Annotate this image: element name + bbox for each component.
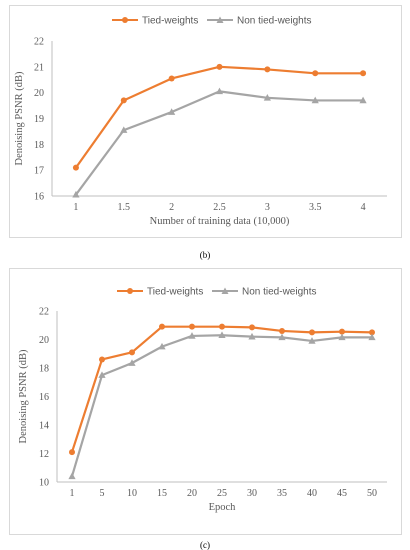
data-point-0 bbox=[309, 329, 315, 336]
series-line-0 bbox=[70, 325, 373, 453]
x-tick-label: 10 bbox=[127, 488, 137, 499]
x-tick-label: 35 bbox=[277, 488, 287, 499]
y-tick-label: 14 bbox=[39, 421, 49, 432]
y-tick-label: 16 bbox=[39, 392, 49, 403]
y-axis-title: Denoising PSNR (dB) bbox=[18, 349, 29, 443]
data-point-1 bbox=[218, 331, 226, 339]
data-point-0 bbox=[69, 449, 75, 456]
data-point-1 bbox=[311, 96, 319, 104]
x-tick-label: 25 bbox=[217, 488, 227, 499]
data-point-0 bbox=[129, 349, 135, 356]
x-tick-label: 1.5 bbox=[118, 202, 130, 213]
data-point-0 bbox=[249, 324, 255, 331]
x-tick-label: 40 bbox=[307, 488, 317, 499]
data-point-0 bbox=[99, 356, 105, 363]
x-tick-label: 3 bbox=[265, 202, 270, 213]
data-point-1 bbox=[72, 190, 80, 198]
data-point-1 bbox=[215, 87, 224, 95]
x-tick-label: 2.5 bbox=[213, 202, 226, 213]
data-point-0 bbox=[219, 323, 225, 330]
data-point-0 bbox=[360, 70, 367, 77]
x-tick-label: 1 bbox=[70, 488, 75, 499]
data-point-1 bbox=[263, 94, 271, 101]
data-point-0 bbox=[216, 63, 223, 70]
data-point-0 bbox=[120, 97, 127, 104]
data-point-1 bbox=[98, 371, 106, 378]
x-tick-label: 50 bbox=[367, 488, 377, 499]
x-tick-label: 30 bbox=[247, 488, 257, 499]
y-tick-label: 19 bbox=[34, 114, 44, 125]
legend-label-0: Tied-weights bbox=[147, 287, 203, 298]
legend-marker-1 bbox=[221, 287, 229, 294]
x-tick-label: 4 bbox=[361, 202, 366, 213]
y-tick-label: 20 bbox=[39, 335, 49, 346]
data-point-1 bbox=[68, 472, 76, 480]
data-point-1 bbox=[128, 359, 136, 366]
data-point-1 bbox=[188, 332, 196, 339]
x-tick-label: 15 bbox=[157, 488, 167, 499]
y-tick-label: 17 bbox=[34, 166, 44, 177]
data-point-1 bbox=[308, 337, 316, 344]
y-axis-title: Denoising PSNR (dB) bbox=[14, 71, 25, 165]
y-tick-label: 22 bbox=[34, 37, 44, 48]
legend-label-1: Non tied-weights bbox=[242, 287, 316, 298]
series-line-0 bbox=[75, 65, 364, 169]
chart-b-svg: Tied-weights Non tied-weights161718192021… bbox=[14, 16, 387, 227]
y-tick-label: 22 bbox=[39, 307, 49, 318]
data-point-0 bbox=[159, 323, 165, 330]
data-point-1 bbox=[278, 333, 286, 341]
y-tick-label: 12 bbox=[39, 449, 49, 460]
y-tick-label: 18 bbox=[34, 140, 44, 151]
data-point-1 bbox=[368, 333, 376, 341]
data-point-1 bbox=[248, 332, 256, 340]
data-point-0 bbox=[72, 164, 79, 171]
data-point-1 bbox=[338, 333, 346, 341]
x-tick-label: 5 bbox=[100, 488, 105, 499]
data-point-0 bbox=[279, 327, 285, 334]
data-point-1 bbox=[120, 126, 128, 133]
y-tick-label: 21 bbox=[34, 62, 44, 73]
y-tick-label: 16 bbox=[34, 192, 44, 203]
y-tick-label: 20 bbox=[34, 88, 44, 99]
legend-label-1: Non tied-weights bbox=[237, 16, 311, 27]
data-point-1 bbox=[168, 108, 176, 115]
chart-c-panel: Tied-weights Non tied-weights 10 12 14 16 18 20… bbox=[9, 268, 402, 535]
data-point-0 bbox=[312, 70, 319, 77]
data-point-0 bbox=[168, 75, 175, 82]
chart-b-panel: Tied-weights Non tied-weights 16 17 18 19 20 21… bbox=[9, 5, 402, 238]
legend-marker-0 bbox=[127, 288, 133, 294]
legend-marker-0 bbox=[122, 17, 128, 23]
legend-marker-1 bbox=[216, 16, 224, 23]
x-tick-label: 2 bbox=[169, 202, 174, 213]
chart-b-caption: (b) bbox=[199, 250, 211, 260]
chart-c-caption: (c) bbox=[200, 540, 210, 550]
x-tick-label: 20 bbox=[187, 488, 197, 499]
x-axis-title: Number of training data (10,000) bbox=[150, 216, 290, 227]
x-tick-label: 1 bbox=[73, 202, 78, 213]
x-axis-title: Epoch bbox=[209, 502, 237, 513]
data-point-0 bbox=[339, 328, 345, 335]
data-point-1 bbox=[158, 342, 166, 350]
x-tick-label: 3.5 bbox=[309, 202, 322, 213]
data-point-1 bbox=[359, 96, 367, 104]
data-point-0 bbox=[264, 66, 271, 73]
y-tick-label: 18 bbox=[39, 364, 49, 375]
data-point-0 bbox=[189, 323, 195, 330]
data-point-0 bbox=[369, 329, 375, 336]
legend-label-0: Tied-weights bbox=[142, 16, 198, 27]
y-tick-label: 10 bbox=[39, 478, 49, 489]
x-tick-label: 45 bbox=[337, 488, 347, 499]
chart-c-svg: Tied-weights Non tied-weights 10 12 14 16 18 20… bbox=[18, 287, 387, 513]
